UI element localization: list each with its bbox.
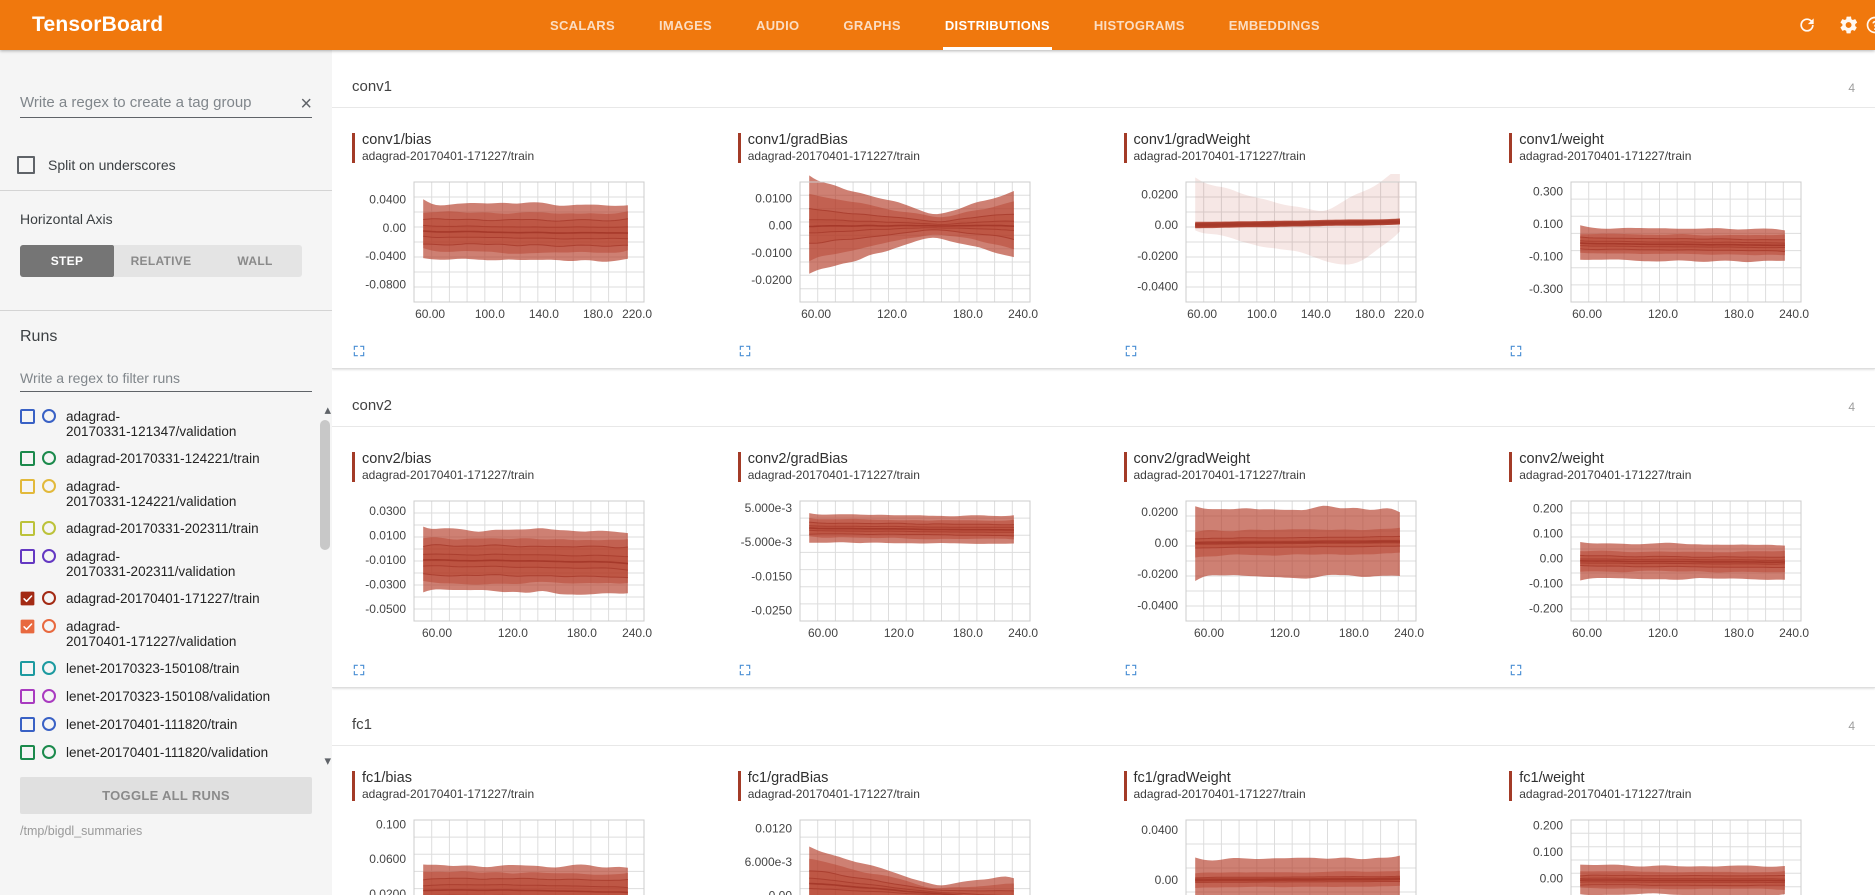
- svg-text:120.0: 120.0: [884, 626, 914, 640]
- svg-text:-0.0400: -0.0400: [1137, 280, 1178, 294]
- svg-text:-0.0400: -0.0400: [1137, 598, 1178, 612]
- svg-text:0.0400: 0.0400: [369, 193, 406, 207]
- svg-text:0.00: 0.00: [1540, 872, 1564, 886]
- svg-text:180.0: 180.0: [953, 307, 983, 321]
- svg-text:0.0120: 0.0120: [755, 821, 792, 835]
- svg-text:0.100: 0.100: [1533, 527, 1563, 541]
- svg-text:180.0: 180.0: [1338, 626, 1368, 640]
- svg-text:-0.0150: -0.0150: [751, 569, 792, 583]
- svg-text:0.0600: 0.0600: [369, 852, 406, 866]
- svg-text:0.00: 0.00: [768, 219, 792, 233]
- svg-text:-0.100: -0.100: [1529, 250, 1563, 264]
- svg-text:120.0: 120.0: [1648, 307, 1678, 321]
- svg-text:220.0: 220.0: [1394, 307, 1424, 321]
- svg-text:0.00: 0.00: [768, 888, 792, 895]
- svg-text:-0.300: -0.300: [1529, 282, 1563, 296]
- svg-text:-0.0250: -0.0250: [751, 604, 792, 618]
- svg-text:180.0: 180.0: [1724, 307, 1754, 321]
- svg-text:-0.0400: -0.0400: [365, 249, 406, 263]
- svg-text:180.0: 180.0: [953, 626, 983, 640]
- svg-text:100.0: 100.0: [1246, 307, 1276, 321]
- svg-text:220.0: 220.0: [622, 307, 652, 321]
- svg-text:60.00: 60.00: [801, 307, 831, 321]
- svg-text:0.00: 0.00: [383, 221, 407, 235]
- svg-text:60.00: 60.00: [1572, 626, 1602, 640]
- svg-text:0.0300: 0.0300: [369, 504, 406, 518]
- svg-text:0.0400: 0.0400: [1141, 823, 1178, 837]
- svg-text:240.0: 240.0: [1008, 307, 1038, 321]
- svg-text:60.00: 60.00: [1187, 307, 1217, 321]
- svg-text:60.00: 60.00: [1572, 307, 1602, 321]
- svg-text:0.0200: 0.0200: [1141, 505, 1178, 519]
- svg-text:0.200: 0.200: [1533, 502, 1563, 516]
- svg-text:0.0100: 0.0100: [369, 528, 406, 542]
- svg-text:120.0: 120.0: [877, 307, 907, 321]
- svg-text:60.00: 60.00: [808, 626, 838, 640]
- svg-text:120.0: 120.0: [498, 626, 528, 640]
- svg-text:0.00: 0.00: [1540, 552, 1564, 566]
- svg-text:-0.0300: -0.0300: [365, 577, 406, 591]
- svg-text:-0.0200: -0.0200: [1137, 249, 1178, 263]
- svg-text:0.00: 0.00: [1154, 536, 1178, 550]
- svg-text:240.0: 240.0: [622, 626, 652, 640]
- svg-text:240.0: 240.0: [1394, 626, 1424, 640]
- svg-text:-0.0200: -0.0200: [751, 273, 792, 287]
- svg-text:120.0: 120.0: [1648, 626, 1678, 640]
- svg-text:240.0: 240.0: [1008, 626, 1038, 640]
- svg-text:0.200: 0.200: [1533, 818, 1563, 832]
- svg-text:0.00: 0.00: [1154, 873, 1178, 887]
- svg-text:180.0: 180.0: [1724, 626, 1754, 640]
- svg-text:-0.0800: -0.0800: [365, 277, 406, 291]
- svg-text:0.100: 0.100: [1533, 845, 1563, 859]
- svg-text:0.300: 0.300: [1533, 185, 1563, 199]
- svg-text:-0.200: -0.200: [1529, 602, 1563, 616]
- svg-text:60.00: 60.00: [1193, 626, 1223, 640]
- svg-text:140.0: 140.0: [1300, 307, 1330, 321]
- svg-text:0.100: 0.100: [1533, 217, 1563, 231]
- svg-text:120.0: 120.0: [1269, 626, 1299, 640]
- svg-text:0.0100: 0.0100: [755, 191, 792, 205]
- svg-text:0.0200: 0.0200: [369, 887, 406, 895]
- svg-text:180.0: 180.0: [567, 626, 597, 640]
- svg-text:-0.0500: -0.0500: [365, 602, 406, 616]
- svg-text:-0.0100: -0.0100: [365, 553, 406, 567]
- svg-text:180.0: 180.0: [583, 307, 613, 321]
- svg-text:240.0: 240.0: [1779, 307, 1809, 321]
- svg-text:140.0: 140.0: [529, 307, 559, 321]
- svg-text:0.0200: 0.0200: [1141, 187, 1178, 201]
- svg-text:0.100: 0.100: [376, 817, 406, 831]
- svg-text:-5.000e-3: -5.000e-3: [740, 535, 792, 549]
- svg-text:6.000e-3: 6.000e-3: [744, 855, 792, 869]
- svg-text:-0.0100: -0.0100: [751, 246, 792, 260]
- svg-text:0.00: 0.00: [1154, 218, 1178, 232]
- svg-text:-0.0200: -0.0200: [1137, 567, 1178, 581]
- svg-text:60.00: 60.00: [422, 626, 452, 640]
- svg-text:180.0: 180.0: [1354, 307, 1384, 321]
- svg-text:5.000e-3: 5.000e-3: [744, 501, 792, 515]
- svg-text:240.0: 240.0: [1779, 626, 1809, 640]
- svg-text:-0.100: -0.100: [1529, 577, 1563, 591]
- svg-text:60.00: 60.00: [415, 307, 445, 321]
- svg-text:100.0: 100.0: [475, 307, 505, 321]
